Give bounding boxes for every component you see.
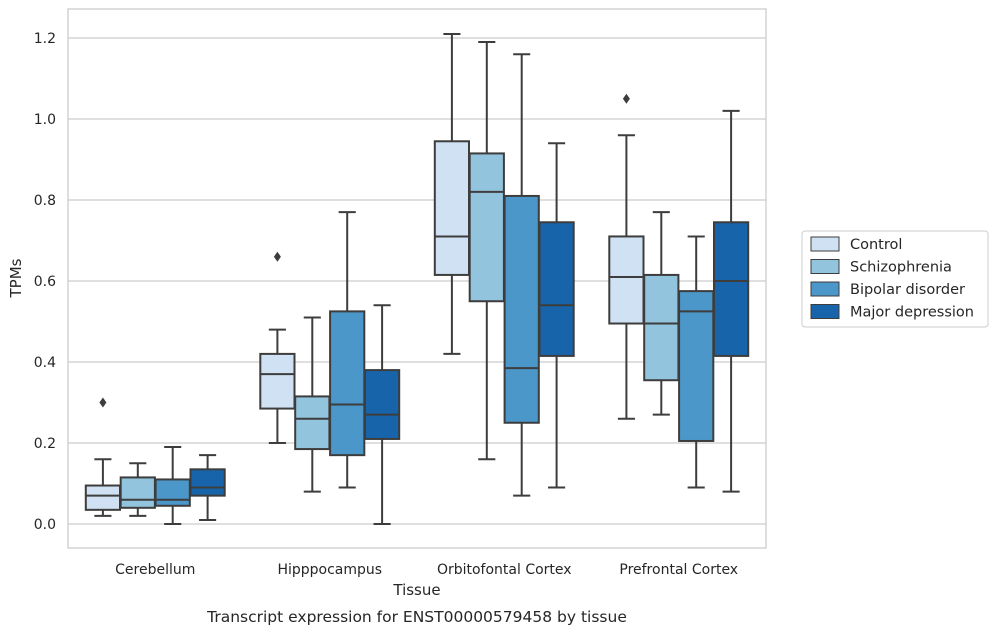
grid-lines [68, 37, 766, 525]
box-group [294, 316, 331, 493]
box-body [538, 221, 575, 357]
plot-frame [67, 8, 767, 549]
y-tick-label: 0.0 [34, 517, 56, 533]
chart-caption: Transcript expression for ENST0000057945… [206, 608, 627, 626]
outlier-point [622, 93, 630, 104]
box-group [84, 397, 122, 517]
legend-swatch [810, 259, 840, 274]
y-tick-label: 0.4 [34, 355, 56, 371]
y-tick-labels: 0.0 0.2 0.4 0.6 0.8 1.0 1.2 [34, 31, 56, 533]
x-tick-label: Hipppocampus [277, 562, 382, 578]
legend-label: Schizophrenia [850, 260, 952, 276]
box-body [363, 369, 401, 440]
box-body [154, 478, 191, 507]
x-tick-label: Prefrontal Cortex [619, 562, 738, 578]
box-group [643, 211, 680, 416]
y-tick-label: 0.8 [34, 193, 56, 209]
box-group [678, 235, 715, 489]
box-body [119, 476, 156, 509]
legend-label: Bipolar disorder [850, 282, 965, 298]
legend-items: Control Schizophrenia Bipolar disorder Majo… [810, 236, 974, 321]
box-body [329, 310, 366, 457]
x-axis-label: Tissue [392, 581, 440, 599]
box-group [363, 304, 401, 525]
box-body [259, 352, 296, 410]
x-tick-labels: Cerebellum Hipppocampus Orbitofontal Corte… [115, 562, 738, 578]
y-axis-label: TPMs [7, 258, 25, 298]
legend-swatch [810, 304, 840, 319]
x-tick-label: Orbitofontal Cortex [437, 562, 572, 578]
outlier-point [273, 251, 281, 262]
box-body [503, 194, 540, 424]
y-tick-label: 0.2 [34, 436, 56, 452]
x-tick-label: Cerebellum [115, 562, 195, 578]
outlier-point [99, 397, 107, 408]
y-tick-label: 0.6 [34, 274, 56, 290]
legend-swatch [810, 236, 840, 252]
box-body [678, 290, 715, 442]
box-group [329, 211, 366, 489]
box-group [259, 251, 296, 444]
box-body [468, 152, 505, 303]
box-body [608, 235, 645, 325]
box-group [189, 454, 226, 521]
y-tick-label: 1.0 [34, 112, 56, 128]
box-body [433, 140, 471, 276]
box-body [84, 484, 122, 511]
boxes [84, 32, 750, 525]
box-group [433, 32, 471, 355]
box-body [189, 468, 226, 497]
legend: Control Schizophrenia Bipolar disorder Majo… [801, 230, 989, 328]
y-tick-label: 1.2 [34, 31, 56, 47]
box-body [712, 221, 750, 357]
box-group [538, 142, 575, 489]
legend-swatch [810, 281, 840, 297]
box-body [294, 395, 331, 451]
box-group [503, 53, 540, 497]
legend-frame [801, 230, 989, 328]
legend-label: Control [850, 237, 902, 253]
box-group [712, 109, 750, 493]
legend-label: Major depression [850, 305, 974, 321]
box-body [643, 273, 680, 382]
